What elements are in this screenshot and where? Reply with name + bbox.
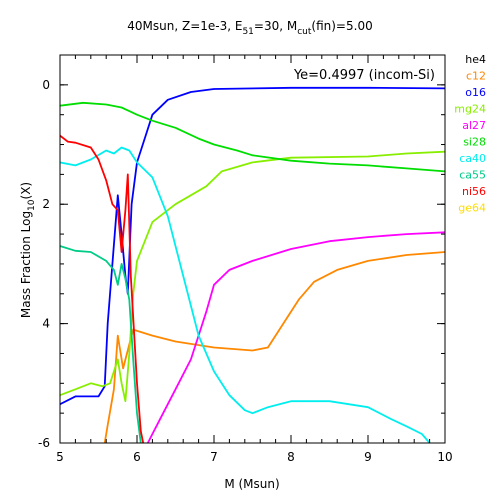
legend-entry-ca55: ca55 xyxy=(459,169,486,182)
legend-entry-o16: o16 xyxy=(465,86,486,99)
legend-entry-al27: al27 xyxy=(462,119,486,132)
y-tick-label: 2 xyxy=(42,197,50,211)
x-tick-label: 8 xyxy=(287,450,295,464)
legend: he4 c12 o16 mg24 al27 si28 ca40 ca55 ni56 ge64 xyxy=(454,53,486,215)
series-line-mg24 xyxy=(60,150,445,403)
x-axis-label: M (Msun) xyxy=(224,477,279,491)
chart-title: 40Msun, Z=1e-3, E51=30, Mcut(fin)=5.00 xyxy=(127,19,372,37)
ye-annotation: Ye=0.4997 (incom-Si) xyxy=(293,68,435,83)
legend-entry-c12: c12 xyxy=(466,70,486,83)
legend-entry-ge64: ge64 xyxy=(458,202,486,215)
legend-entry-he4: he4 xyxy=(465,53,486,66)
legend-entry-ni56: ni56 xyxy=(462,185,486,198)
x-tick-label: 5 xyxy=(56,450,64,464)
y-axis-label: Mass Fraction Log10(X) xyxy=(19,182,37,318)
y-tick-label: 4 xyxy=(42,317,50,331)
legend-entry-mg24: mg24 xyxy=(454,103,486,116)
legend-entry-si28: si28 xyxy=(463,136,486,149)
series-layer xyxy=(60,86,445,443)
series-line-si28 xyxy=(60,101,445,173)
tick-layer: 5 6 7 8 9 10 0 2 4 -6 xyxy=(38,54,453,464)
x-tick-label: 7 xyxy=(210,450,218,464)
y-tick-label: -6 xyxy=(38,436,50,450)
series-line-ca40 xyxy=(60,146,431,443)
y-tick-label: 0 xyxy=(42,78,50,92)
plot-frame xyxy=(59,54,446,444)
series-line-ni56 xyxy=(60,134,145,443)
x-tick-label: 6 xyxy=(133,450,141,464)
x-tick-label: 10 xyxy=(437,450,452,464)
series-line-ca55 xyxy=(60,245,142,443)
x-tick-label: 9 xyxy=(364,450,372,464)
series-line-c12 xyxy=(103,251,445,443)
series-line-al27 xyxy=(146,231,445,443)
legend-entry-ca40: ca40 xyxy=(459,152,486,165)
series-line-o16 xyxy=(60,86,445,406)
